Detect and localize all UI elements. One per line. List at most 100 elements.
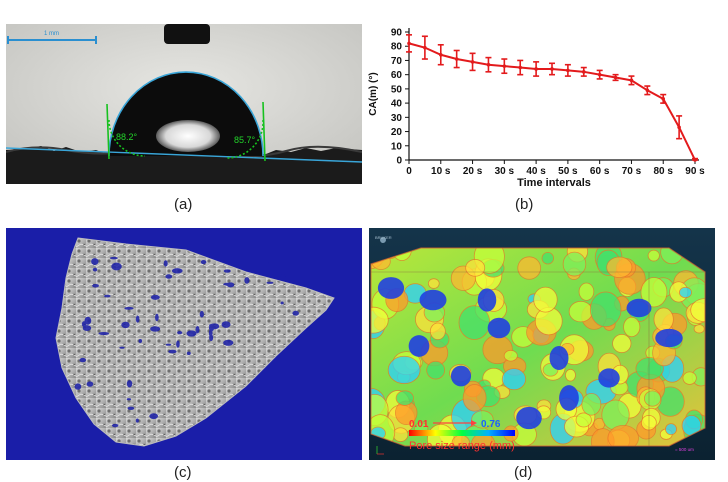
data-point xyxy=(661,97,666,101)
data-point xyxy=(693,158,697,162)
pore xyxy=(168,349,177,354)
pore xyxy=(135,315,140,323)
pore-blob xyxy=(643,390,661,407)
pore-blob xyxy=(578,282,595,301)
data-point xyxy=(423,45,427,50)
substrate xyxy=(6,146,362,184)
data-point xyxy=(597,72,602,77)
x-tick-label: 50 s xyxy=(558,166,578,177)
pore xyxy=(292,310,299,316)
caption-a: (a) xyxy=(174,196,193,213)
pore xyxy=(84,316,92,325)
pore-blob xyxy=(503,349,518,362)
angle-right-label: 85.7° xyxy=(234,135,256,145)
y-tick-label: 40 xyxy=(391,99,403,110)
scale-bar-label: 1 mm xyxy=(44,31,59,37)
pore xyxy=(266,281,274,284)
pore xyxy=(279,274,287,278)
data-point xyxy=(470,60,475,64)
y-tick-label: 0 xyxy=(396,156,402,167)
pore-blob xyxy=(678,286,692,299)
large-pore-blob xyxy=(450,365,472,387)
pore xyxy=(98,331,110,336)
data-point xyxy=(486,62,491,67)
range-max-label: 0.76 xyxy=(481,419,501,430)
x-tick-label: 80 s xyxy=(653,166,673,177)
pore xyxy=(195,325,200,334)
pore xyxy=(165,343,172,346)
large-pore-blob xyxy=(626,298,652,318)
pore-blob xyxy=(647,249,660,262)
data-point xyxy=(677,125,681,130)
porous-solid xyxy=(55,237,335,447)
pore-blob xyxy=(665,423,677,436)
pore-blob xyxy=(517,256,542,280)
large-pore-blob xyxy=(549,345,569,371)
pore xyxy=(126,380,133,388)
large-pore-blob xyxy=(598,368,620,388)
pore-blob xyxy=(568,300,593,323)
pore xyxy=(186,351,191,356)
x-tick-label: 20 s xyxy=(463,166,483,177)
pore-blob xyxy=(465,259,486,277)
pore-size-render: BRUKER 0.01 0.76 Pore size range (mm) = … xyxy=(369,228,715,460)
pore xyxy=(208,323,219,327)
data-point xyxy=(438,52,443,57)
pore xyxy=(165,274,173,279)
pore xyxy=(223,282,232,286)
pore-size-color-bar xyxy=(409,430,515,436)
baseline xyxy=(6,147,362,163)
contact-angle-photo: 88.2° 85.7° 1 mm xyxy=(6,24,362,184)
range-min-label: 0.01 xyxy=(409,419,429,430)
pore xyxy=(86,381,94,387)
y-tick-label: 30 xyxy=(391,113,403,124)
pore xyxy=(92,283,99,288)
large-pore-blob xyxy=(377,277,405,299)
pore-blob xyxy=(575,412,592,428)
x-tick-label: 0 xyxy=(406,166,412,177)
pore-blob xyxy=(589,291,622,328)
pore-blob xyxy=(562,251,587,277)
y-tick-label: 60 xyxy=(391,70,403,81)
data-point xyxy=(566,68,570,73)
large-pore-blob xyxy=(408,335,430,357)
x-tick-label: 90 s xyxy=(685,166,705,177)
pore-blob xyxy=(693,324,705,334)
pore xyxy=(177,330,183,335)
x-tick-label: 10 s xyxy=(431,166,451,177)
large-pore-blob xyxy=(487,317,511,339)
data-point xyxy=(454,57,459,61)
pore xyxy=(200,260,207,265)
pore-blob xyxy=(640,277,668,308)
pore xyxy=(91,258,99,266)
pore xyxy=(74,383,82,390)
data-point xyxy=(629,78,634,83)
pore-blob xyxy=(606,256,633,279)
data-point xyxy=(581,70,586,74)
pore-blob xyxy=(392,427,409,442)
pore xyxy=(150,294,160,300)
pore xyxy=(127,406,135,411)
y-axis-label: CA(m) (°) xyxy=(368,72,379,115)
data-point xyxy=(550,67,554,71)
pore xyxy=(79,357,87,363)
pore xyxy=(138,338,143,344)
pore-blob xyxy=(682,371,697,385)
panel-a-image: 88.2° 85.7° 1 mm xyxy=(6,24,362,184)
pore-blob xyxy=(371,306,389,334)
pore xyxy=(268,261,276,265)
data-point xyxy=(407,41,411,46)
pore-blob xyxy=(429,322,446,341)
y-tick-label: 20 xyxy=(391,127,403,138)
y-tick-label: 90 xyxy=(391,28,403,39)
pore xyxy=(163,260,168,267)
pore xyxy=(121,321,130,329)
data-point xyxy=(502,64,507,68)
pore xyxy=(109,256,118,260)
pore xyxy=(92,267,98,272)
pore-blob xyxy=(541,252,554,265)
pore xyxy=(81,321,87,328)
pore-blob xyxy=(612,333,632,354)
pore xyxy=(280,301,284,305)
pore-blob xyxy=(653,307,674,332)
